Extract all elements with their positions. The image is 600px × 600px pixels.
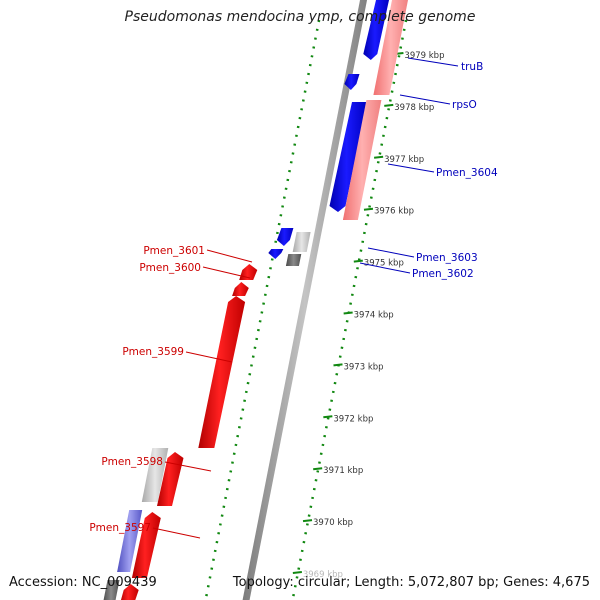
gene-block-red-bottom [120,584,139,600]
scale-tick-label: 3972 kbp [333,414,373,424]
gene-Pmen-3601 [239,264,258,280]
gene-block-purple [117,510,143,572]
gene-block-pink-top [373,0,408,95]
gene-label-Pmen_3603[interactable]: Pmen_3603 [416,252,478,264]
gene-label-truB[interactable]: truB [461,61,483,73]
gene-Pmen-3604 [329,102,367,212]
scale-tick: 3974 kbp [343,311,394,321]
gene-Pmen-3598 [157,452,184,506]
gene-features [103,0,408,600]
leader-line-Pmen_3601 [206,249,253,263]
genome-backbone [242,0,368,600]
gene-Pmen-3600 [232,282,249,296]
scale-tick-label: 3976 kbp [374,207,414,217]
genome-summary-text: Topology: circular; Length: 5,072,807 bp… [232,575,590,590]
backbone-line [242,0,368,600]
scale-tick-label: 3969 kbp [303,570,343,580]
gene-label-Pmen_3601[interactable]: Pmen_3601 [143,245,205,257]
leader-line-Pmen_3599 [185,351,233,363]
gene-block-gray-upper [292,232,311,252]
gene-label-Pmen_3602[interactable]: Pmen_3602 [412,268,474,280]
scale-tick-layer: 3979 kbp 3978 kbp 3977 kbp 3976 kbp 3975 kbp… [292,51,444,580]
gene-block-gray-lower [141,448,169,502]
gene-block-pink-mid [342,100,382,220]
gene-label-Pmen_3597[interactable]: Pmen_3597 [89,522,151,534]
leader-line-rpsO [399,94,451,105]
gene-label-Pmen_3598[interactable]: Pmen_3598 [101,456,163,468]
gene-Pmen-3603 [276,228,294,246]
gene-label-rpsO[interactable]: rpsO [452,99,477,111]
scale-tick: 3972 kbp [323,414,373,424]
leader-line-truB [407,57,459,67]
gene-block-dark-lower [103,580,120,600]
scale-tick: 3978 kbp [384,103,434,113]
gene-Pmen-3599 [198,296,246,448]
gene-truB [363,0,389,60]
scale-tick: 3973 kbp [333,362,384,372]
scale-tick: 3969 kbp [292,570,343,580]
leader-line-Pmen_3600 [202,266,251,279]
map-title: Pseudomonas mendocina ymp, complete geno… [124,9,476,25]
label-leader-lines [152,57,459,539]
leader-line-Pmen_3604 [387,163,435,173]
scale-tick-label: 3973 kbp [343,362,383,372]
scale-tick-label: 3974 kbp [354,311,394,321]
scale-tick-label: 3975 kbp [364,259,404,269]
scale-tick-label: 3978 kbp [394,103,434,113]
accession-text: Accession: NC_009439 [9,575,157,590]
gene-label-layer: truB rpsO Pmen_3604 Pmen_3603 Pmen_3602 Pmen_… [89,61,498,534]
leader-line-Pmen_3598 [164,461,212,472]
scale-tick-label: 3977 kbp [384,155,424,165]
scale-tick: 3977 kbp [374,155,424,165]
gene-label-Pmen_3604[interactable]: Pmen_3604 [436,167,498,179]
scale-tick: 3971 kbp [313,466,363,476]
leader-line-Pmen_3602 [359,262,411,274]
gene-rpsO [344,74,360,90]
gene-label-Pmen_3599[interactable]: Pmen_3599 [122,346,184,358]
scale-tick: 3976 kbp [363,207,414,217]
leader-line-Pmen_3597 [152,527,201,539]
gene-Pmen-3602 [268,249,284,259]
scale-tick: 3975 kbp [353,259,404,269]
gene-block-dark-upper [285,254,302,266]
scale-tick: 3970 kbp [302,518,353,528]
scale-tick-label: 3971 kbp [323,466,363,476]
scale-tick-label: 3979 kbp [404,51,444,61]
leader-line-Pmen_3603 [367,247,415,258]
scale-tick-label: 3970 kbp [313,518,353,528]
gene-label-Pmen_3600[interactable]: Pmen_3600 [139,262,201,274]
